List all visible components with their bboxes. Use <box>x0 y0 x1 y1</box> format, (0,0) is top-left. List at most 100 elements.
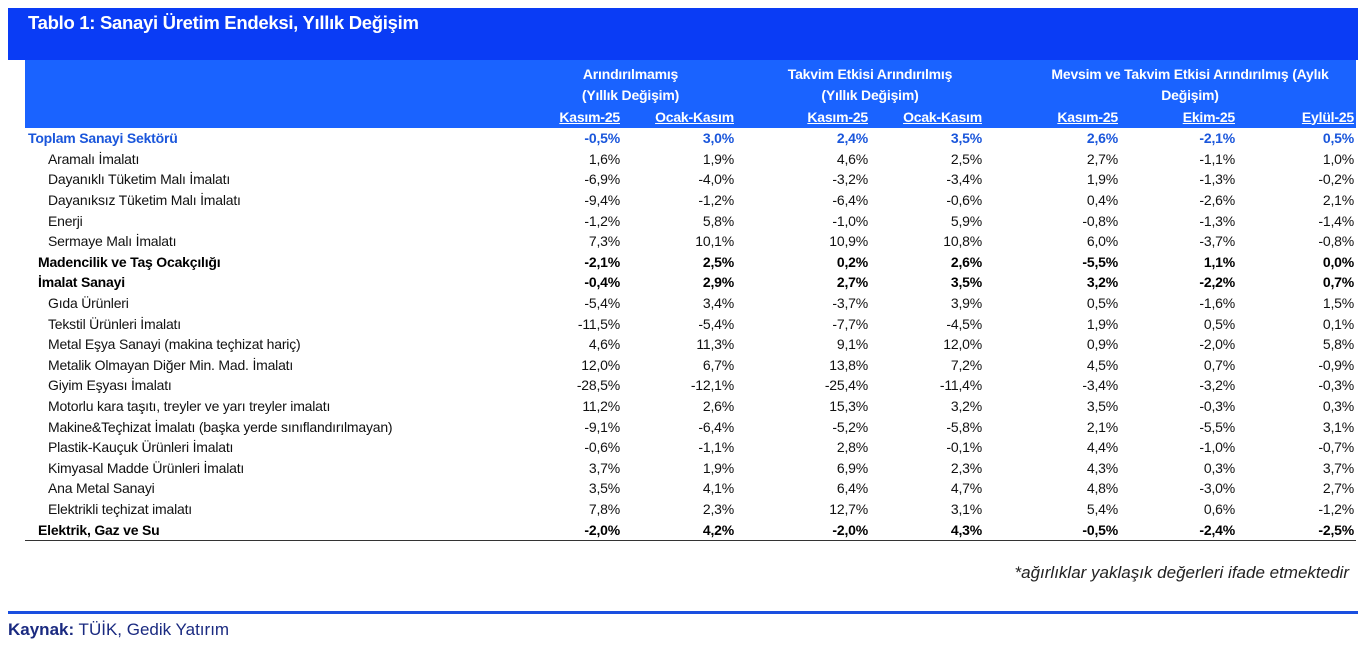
value-cell: 3,0% <box>702 130 734 147</box>
footer-divider <box>8 611 1358 614</box>
value-cell: -1,3% <box>1199 171 1235 188</box>
value-cell: -3,2% <box>1199 377 1235 394</box>
value-cell: 11,3% <box>696 336 734 353</box>
value-cell: 2,1% <box>1322 192 1354 209</box>
value-cell: 5,4% <box>1086 500 1118 517</box>
value-cell: 3,4% <box>702 295 734 312</box>
value-cell: -3,7% <box>1199 233 1235 250</box>
value-cell: -5,4% <box>698 315 734 332</box>
value-cell: 2,6% <box>1086 130 1118 147</box>
column-header: Eylül-25 <box>1301 108 1354 125</box>
group-header-row: Arındırılmamış (Yıllık Değişim) Takvim Et… <box>25 64 1356 106</box>
weights-note: *ağırlıklar yaklaşık değerleri ifade etm… <box>1014 563 1349 582</box>
value-cell: -1,2% <box>1318 500 1354 517</box>
value-cell: -11,5% <box>577 315 620 332</box>
table-row: Dayanıksız Tüketim Malı İmalatı -9,4% -1,2… <box>25 190 1356 211</box>
value-cell: 11,2% <box>582 398 620 415</box>
value-cell: -1,1% <box>1199 150 1235 167</box>
value-cell: 7,3% <box>588 233 620 250</box>
row-label: İmalat Sanayi <box>38 274 125 291</box>
value-cell: -1,2% <box>698 192 734 209</box>
table-row: Elektrik, Gaz ve Su -2,0% 4,2% -2,0% 4,3% -0,… <box>25 519 1356 541</box>
industrial-production-table: Arındırılmamış (Yıllık Değişim) Takvim Et… <box>25 60 1356 541</box>
value-cell: -0,9% <box>1318 356 1354 373</box>
row-label: Makine&Teçhizat İmalatı (başka yerde sın… <box>48 418 393 435</box>
value-cell: -3,0% <box>1199 480 1235 497</box>
value-cell: -1,0% <box>1199 439 1235 456</box>
value-cell: 3,5% <box>950 130 982 147</box>
value-cell: -2,1% <box>1199 130 1235 147</box>
row-label: Aramalı İmalatı <box>48 150 140 167</box>
value-cell: 3,5% <box>950 274 982 291</box>
row-label: Elektrik, Gaz ve Su <box>25 519 525 541</box>
value-cell: 6,7% <box>702 356 734 373</box>
value-cell: 0,9% <box>1086 336 1118 353</box>
value-cell: -0,6% <box>946 192 982 209</box>
table-title: Tablo 1: Sanayi Üretim Endeksi, Yıllık D… <box>28 12 419 33</box>
source-text: TÜİK, Gedik Yatırım <box>74 620 230 639</box>
column-header: Ekim-25 <box>1182 108 1235 125</box>
value-cell: 2,5% <box>702 253 734 270</box>
value-cell: -0,4% <box>584 274 620 291</box>
value-cell: 2,1% <box>1086 418 1118 435</box>
title-bar: Tablo 1: Sanayi Üretim Endeksi, Yıllık D… <box>8 8 1358 60</box>
column-header: Kasım-25 <box>559 108 620 125</box>
value-cell: 2,6% <box>950 253 982 270</box>
table-row: Gıda Ürünleri -5,4% 3,4% -3,7% 3,9% 0,5% -1,6%… <box>25 293 1356 314</box>
value-cell: 5,8% <box>702 212 734 229</box>
table-row: Metalik Olmayan Diğer Min. Mad. İmalatı 1… <box>25 355 1356 376</box>
value-cell: -3,4% <box>1082 377 1118 394</box>
value-cell: 1,5% <box>1322 295 1354 312</box>
value-cell: -1,4% <box>1318 212 1354 229</box>
value-cell: 3,1% <box>1322 418 1354 435</box>
value-cell: 0,5% <box>1203 315 1235 332</box>
row-label: Madencilik ve Taş Ocakçılığı <box>38 253 221 270</box>
group-header-unadjusted: Arındırılmamış (Yıllık Değişim) <box>581 66 680 103</box>
row-label: Motorlu kara taşıtı, treyler ve yarı tre… <box>48 398 331 415</box>
value-cell: 7,2% <box>950 356 982 373</box>
table-row: Tekstil Ürünleri İmalatı -11,5% -5,4% -7,7%… <box>25 313 1356 334</box>
value-cell: 4,7% <box>950 480 982 497</box>
value-cell: 2,5% <box>950 150 982 167</box>
value-cell: 13,8% <box>829 356 868 373</box>
row-label: Tekstil Ürünleri İmalatı <box>48 315 181 332</box>
value-cell: 4,8% <box>1086 480 1118 497</box>
value-cell: 4,6% <box>588 336 620 353</box>
value-cell: -1,1% <box>698 439 734 456</box>
value-cell: 4,3% <box>1086 459 1118 476</box>
value-cell: 10,9% <box>829 233 868 250</box>
row-label: Toplam Sanayi Sektörü <box>28 130 178 147</box>
value-cell: -2,0% <box>525 519 622 541</box>
value-cell: -6,4% <box>832 192 868 209</box>
value-cell: 0,7% <box>1322 274 1354 291</box>
value-cell: 1,0% <box>1322 150 1354 167</box>
group-header-seasonal-calendar-adjusted: Mevsim ve Takvim Etkisi Arındırılmış (Ay… <box>1051 66 1329 103</box>
table-row: Giyim Eşyası İmalatı -28,5% -12,1% -25,4% -1… <box>25 375 1356 396</box>
column-header: Ocak-Kasım <box>655 108 734 125</box>
value-cell: -5,8% <box>946 418 982 435</box>
value-cell: -11,4% <box>939 377 982 394</box>
value-cell: -7,7% <box>832 315 868 332</box>
value-cell: -4,0% <box>698 171 734 188</box>
row-label: Dayanıklı Tüketim Malı İmalatı <box>48 171 231 188</box>
value-cell: 3,2% <box>950 398 982 415</box>
table-row: Ana Metal Sanayi 3,5% 4,1% 6,4% 4,7% 4,8% -3,0… <box>25 478 1356 499</box>
value-cell: -0,1% <box>946 439 982 456</box>
value-cell: 0,5% <box>1322 130 1354 147</box>
value-cell: 3,2% <box>1086 274 1118 291</box>
value-cell: -9,4% <box>584 192 620 209</box>
value-cell: 5,9% <box>950 212 982 229</box>
value-cell: 1,9% <box>702 459 734 476</box>
value-cell: -5,4% <box>584 295 620 312</box>
value-cell: -5,5% <box>1082 253 1118 270</box>
table-row: Aramalı İmalatı 1,6% 1,9% 4,6% 2,5% 2,7% -1,1%… <box>25 149 1356 170</box>
column-header-row: Kasım-25 Ocak-Kasım Kasım-25 Ocak-Kasım … <box>25 106 1356 128</box>
value-cell: 10,1% <box>695 233 734 250</box>
value-cell: -0,5% <box>584 130 620 147</box>
column-header: Kasım-25 <box>1057 108 1118 125</box>
table-row: Dayanıklı Tüketim Malı İmalatı -6,9% -4,0%… <box>25 169 1356 190</box>
value-cell: 1,9% <box>1086 315 1118 332</box>
value-cell: 1,9% <box>1086 171 1118 188</box>
value-cell: -1,0% <box>832 212 868 229</box>
column-header: Kasım-25 <box>807 108 868 125</box>
